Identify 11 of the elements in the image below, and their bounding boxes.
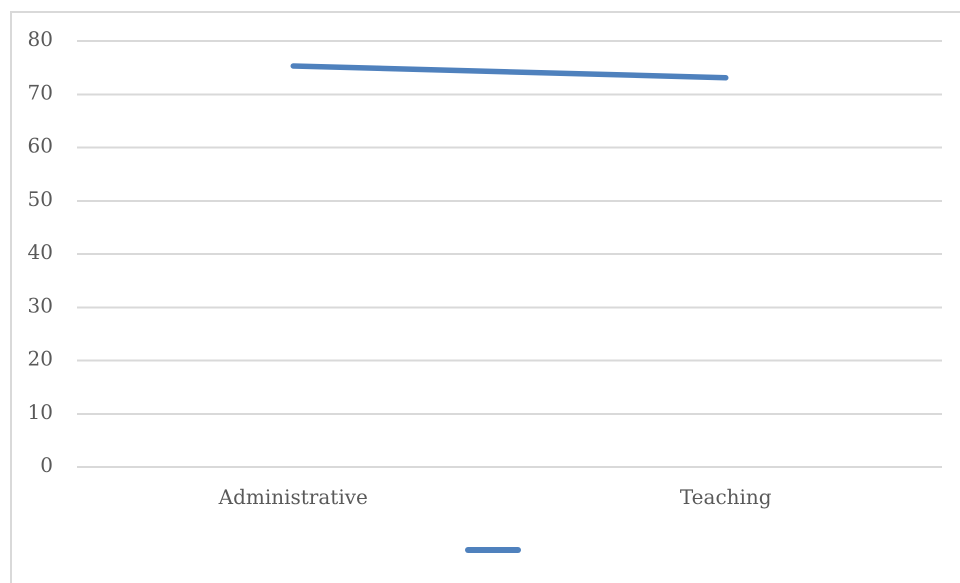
y-tick-label: 0 — [40, 453, 53, 478]
y-tick-label: 10 — [28, 400, 53, 424]
y-tick-label: 80 — [28, 27, 53, 52]
y-tick-label: 40 — [28, 240, 53, 264]
x-tick-label: Teaching — [680, 485, 772, 510]
x-tick-label: Administrative — [218, 485, 368, 510]
y-tick-label: 20 — [28, 346, 53, 371]
y-tick-label: 60 — [28, 134, 53, 158]
y-tick-label: 30 — [28, 293, 53, 318]
y-tick-label: 70 — [28, 80, 53, 104]
y-tick-label: 50 — [28, 186, 53, 211]
